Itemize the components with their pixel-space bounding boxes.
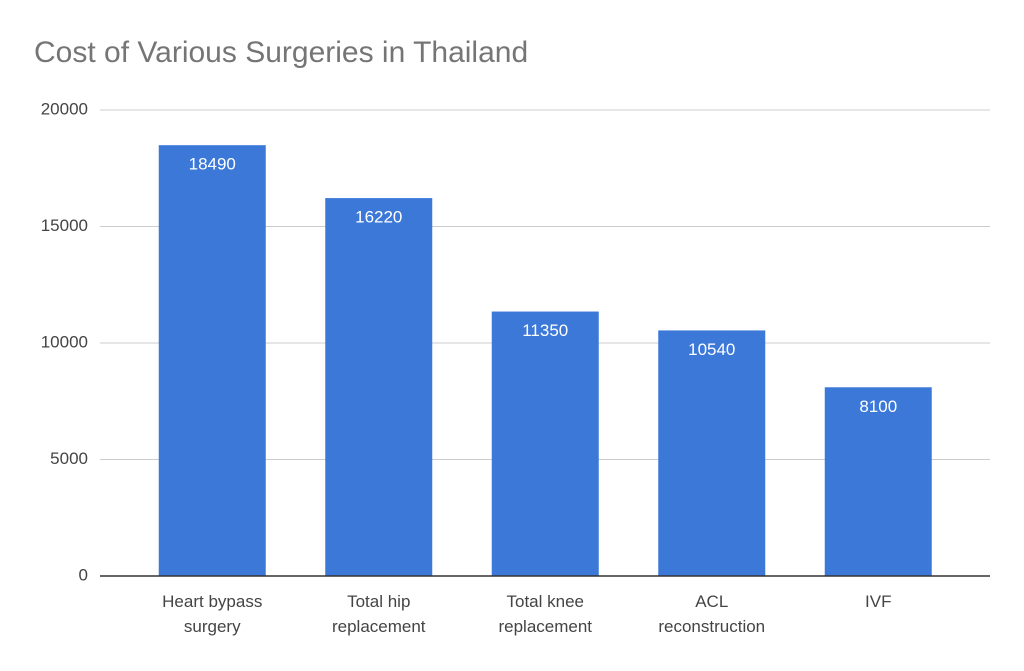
y-tick-label: 0 (79, 565, 88, 584)
bar (158, 145, 266, 577)
bar (658, 330, 766, 576)
y-tick-label: 15000 (41, 216, 88, 235)
y-tick-label: 5000 (50, 449, 88, 468)
bar (491, 311, 599, 576)
y-tick-label: 10000 (41, 332, 88, 351)
x-tick-label: Heart bypass surgery (162, 592, 263, 636)
chart-title: Cost of Various Surgeries in Thailand (34, 36, 528, 69)
value-label: 11350 (522, 321, 568, 340)
value-label: 18490 (189, 155, 236, 174)
x-tick-label: Total knee replacement (498, 592, 593, 636)
bar (325, 198, 433, 576)
value-label: 16220 (355, 208, 402, 227)
bar (824, 387, 932, 576)
y-tick-label: 20000 (41, 99, 88, 118)
value-label: 8100 (859, 397, 897, 416)
x-tick-label: Total hip replacement (331, 592, 426, 636)
x-tick-label: ACL reconstruction (658, 592, 766, 636)
x-tick-label: IVF (865, 592, 892, 611)
value-label: 10540 (688, 340, 735, 359)
